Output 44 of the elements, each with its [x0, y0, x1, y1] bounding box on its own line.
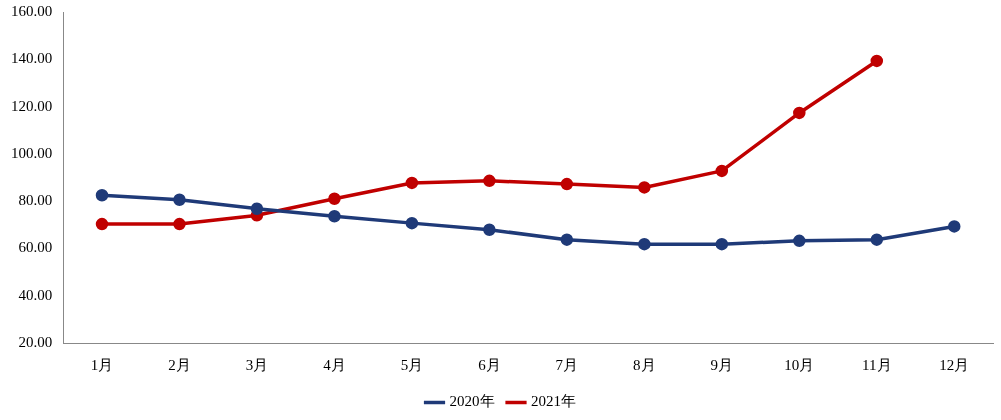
point [870, 54, 884, 68]
point [483, 174, 496, 188]
x-tick-label: 3月 [245, 356, 269, 373]
x-tick-label: 5月 [400, 356, 424, 373]
y-tick-label: 120.00 [11, 97, 53, 114]
y-tick-label: 20.00 [18, 333, 53, 350]
point [793, 234, 806, 248]
x-tick-label: 9月 [710, 356, 734, 373]
x-tick-label: 1月 [90, 356, 114, 373]
point [405, 216, 419, 230]
legend-label: 2020年 [449, 393, 495, 410]
point [948, 220, 961, 233]
point [638, 237, 651, 251]
point [638, 181, 651, 194]
point [250, 202, 264, 215]
legend-label: 2021年 [531, 393, 576, 410]
y-tick-label: 80.00 [18, 192, 53, 209]
point [560, 177, 574, 191]
y-tick-label: 40.00 [18, 286, 53, 303]
x-tick-label: 11月 [862, 356, 892, 373]
y-tick-label: 140.00 [11, 50, 53, 67]
point [173, 193, 186, 206]
y-tick-label: 100.00 [11, 144, 53, 161]
point [715, 237, 729, 251]
point [173, 217, 186, 231]
point [483, 223, 496, 236]
point [405, 176, 419, 190]
x-tick-label: 4月 [323, 356, 346, 373]
point [95, 188, 109, 202]
y-tick-label: 160.00 [11, 2, 53, 19]
point [328, 192, 341, 206]
point [95, 217, 109, 231]
x-tick-label: 2月 [168, 356, 191, 373]
x-tick-label: 12月 [939, 356, 970, 373]
x-tick-label: 7月 [555, 356, 579, 373]
x-tick-label: 10月 [784, 356, 815, 373]
x-tick-label: 6月 [478, 356, 501, 373]
x-tick-label: 8月 [633, 356, 656, 373]
point [870, 233, 884, 246]
point [560, 233, 574, 246]
point [715, 164, 729, 178]
point [328, 210, 341, 223]
y-tick-label: 60.00 [18, 239, 53, 256]
point [793, 106, 806, 120]
